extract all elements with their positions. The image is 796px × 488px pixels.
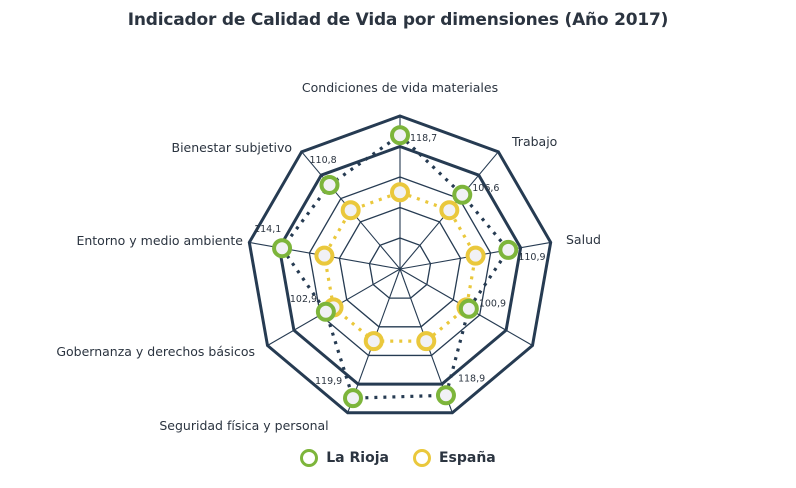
data-point-marker (452, 184, 473, 205)
grid-ring (308, 176, 492, 357)
grid-ring (247, 114, 553, 415)
axis-label: Trabajo (511, 134, 557, 149)
data-point-marker (416, 331, 437, 352)
circle-marker-icon (300, 449, 319, 467)
data-point-marker (439, 200, 460, 221)
data-point-marker (272, 238, 293, 259)
value-label: 100,9 (479, 299, 506, 310)
data-point-marker (363, 331, 384, 352)
data-point-marker (319, 174, 340, 195)
circle-marker-icon (412, 449, 431, 467)
value-label: 110,8 (309, 155, 336, 166)
axis-label: Salud (566, 232, 601, 247)
data-point-marker (390, 125, 410, 146)
legend-label: España (438, 450, 496, 466)
value-label: 118,9 (458, 373, 485, 384)
axis-label: Seguridad física y personal (159, 418, 328, 433)
data-point-marker (458, 298, 479, 319)
data-point-marker (498, 239, 519, 260)
axis-label: Condiciones de vida materiales (302, 80, 498, 95)
value-label: 119,9 (315, 376, 342, 387)
data-point-marker (435, 385, 456, 406)
value-label: 102,9 (290, 294, 317, 305)
value-label: 118,7 (410, 133, 437, 144)
data-point-marker (314, 245, 335, 266)
legend: La Rioja España (0, 449, 796, 467)
data-point-marker (340, 200, 361, 221)
grid-ring (277, 144, 523, 386)
data-point-marker (342, 388, 363, 409)
grid-ring (338, 206, 462, 328)
legend-label: La Rioja (326, 450, 389, 466)
series-line-espana (322, 190, 478, 343)
data-point-marker (465, 245, 486, 266)
legend-item-espana[interactable]: España (412, 449, 496, 467)
legend-item-la-rioja[interactable]: La Rioja (300, 449, 389, 467)
value-label: 110,9 (518, 252, 545, 263)
data-point-marker (315, 301, 336, 322)
value-label: 106,6 (472, 183, 499, 194)
grid-ring (368, 237, 432, 299)
data-point-marker (390, 182, 410, 203)
axis-label: Entorno y medio ambiente (76, 233, 243, 248)
value-label: 114,1 (254, 224, 281, 235)
axis-label: Bienestar subjetivo (172, 140, 293, 155)
chart-title: Indicador de Calidad de Vida por dimensi… (127, 10, 669, 30)
axis-label: Gobernanza y derechos básicos (56, 344, 255, 359)
